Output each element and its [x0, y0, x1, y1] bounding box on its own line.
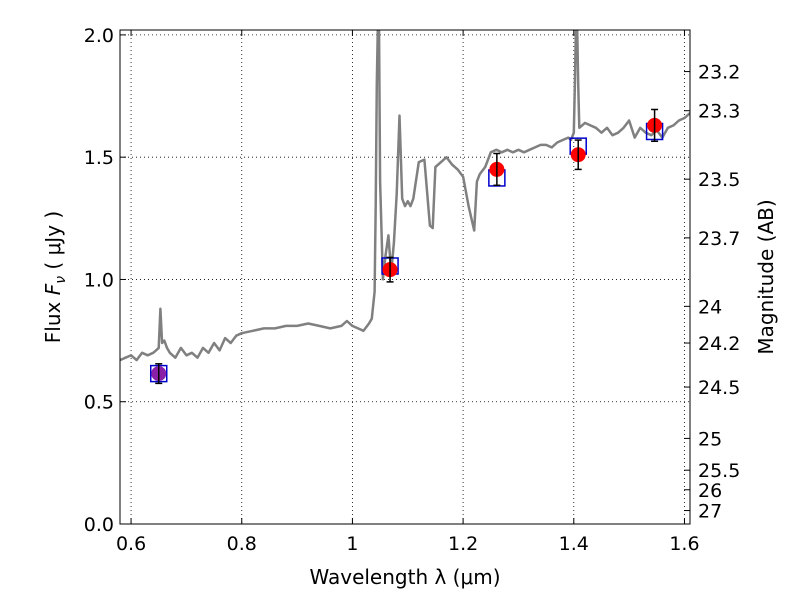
y-tick-label: 1.0 [84, 269, 114, 291]
magnitude-tick-label: 23.3 [698, 101, 740, 123]
ticks: 0.6 0.8 1 1.2 1.4 1.6 0.0 0.5 1.0 1.5 2.0 23.2 23.3 2… [84, 25, 741, 555]
y-axis-title: Flux Fν ( μJy ) [41, 211, 69, 343]
model-photometry-layer [149, 122, 664, 383]
magnitude-tick-label: 23.5 [698, 169, 740, 191]
magnitude-tick-label: 25.5 [698, 460, 740, 482]
x-tick-label: 1 [346, 533, 358, 555]
spectrum-layer [119, 21, 691, 362]
magnitude-tick-label: 24.2 [698, 333, 740, 355]
y-axis-title-subscript: ν [53, 276, 69, 284]
left-margin [0, 0, 120, 600]
grid [120, 30, 690, 525]
observed-photometry-layer [151, 108, 663, 385]
right-margin [690, 0, 800, 600]
x-axis-title: Wavelength λ (μm) [309, 565, 500, 589]
x-tick-label: 1.4 [559, 533, 589, 555]
y-tick-label: 1.5 [84, 147, 114, 169]
x-tick-label: 0.8 [227, 533, 257, 555]
top-margin [0, 0, 800, 30]
magnitude-tick-label: 23.7 [698, 228, 740, 250]
magnitude-tick-label: 23.2 [698, 62, 740, 84]
y-tick-label: 2.0 [84, 25, 114, 47]
plot-frame [119, 29, 691, 525]
magnitude-tick-label: 24.5 [698, 377, 740, 399]
magnitude-tick-label: 26 [698, 480, 722, 502]
x-tick-label: 0.6 [116, 533, 146, 555]
magnitude-tick-label: 25 [698, 428, 722, 450]
secondary-y-axis-title: Magnitude (AB) [754, 199, 778, 354]
bottom-margin [0, 524, 800, 600]
magnitude-tick-label: 24 [698, 296, 722, 318]
y-axis-title-units: ( μJy ) [41, 211, 65, 276]
magnitude-tick-label: 27 [698, 501, 722, 523]
y-tick-label: 0.0 [84, 514, 114, 536]
y-axis-title-prefix: Flux [41, 295, 65, 343]
model-spectrum-line [119, 21, 691, 362]
x-tick-label: 1.6 [669, 533, 699, 555]
y-axis-title-symbol: F [41, 283, 65, 295]
y-tick-label: 0.5 [84, 392, 114, 414]
x-tick-label: 1.2 [448, 533, 478, 555]
